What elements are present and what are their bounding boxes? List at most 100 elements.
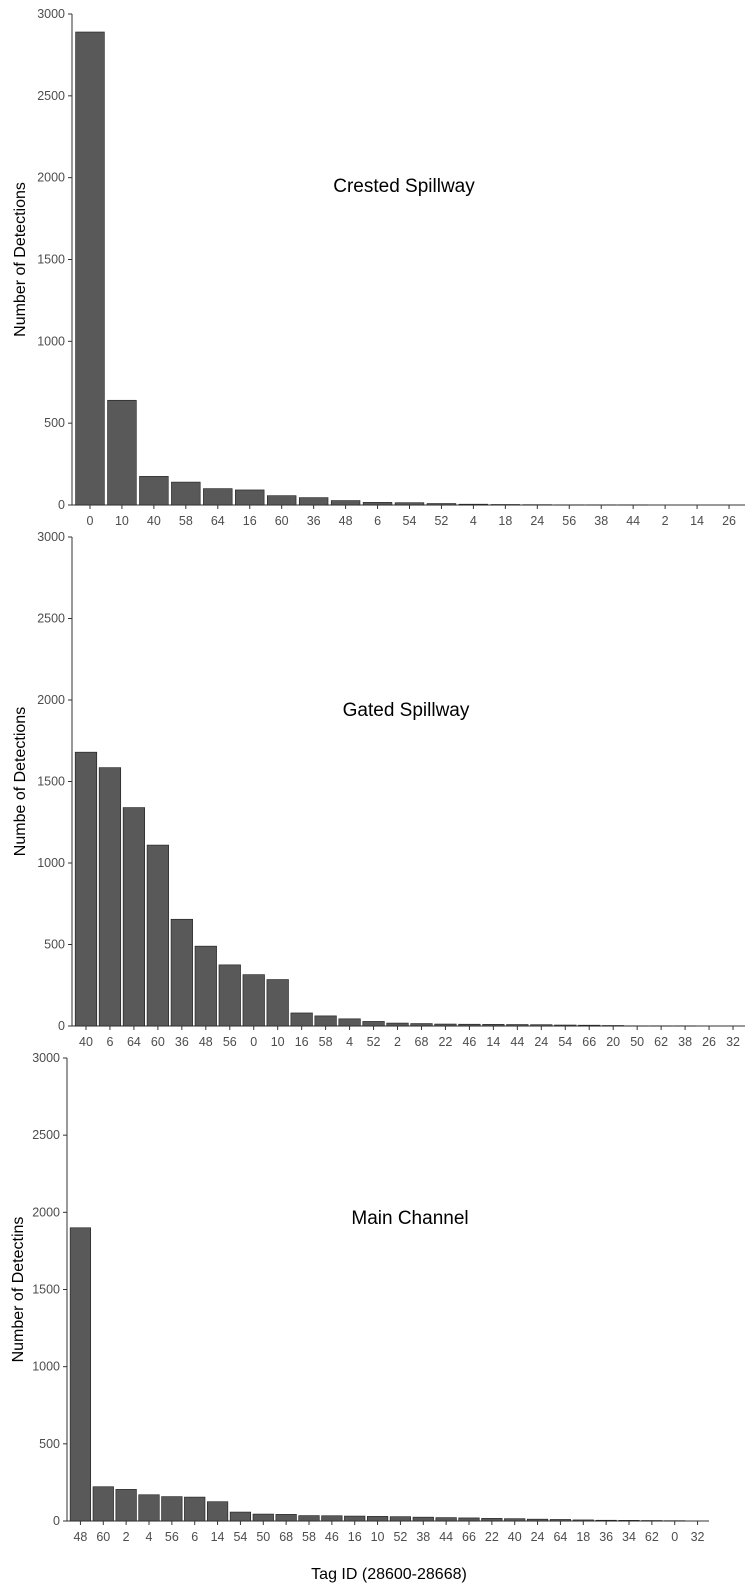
bar xyxy=(389,1516,412,1522)
bar xyxy=(184,1496,206,1522)
y-tick-label: 0 xyxy=(53,1514,60,1528)
x-tick-label: 34 xyxy=(622,1530,636,1544)
y-tick-label: 500 xyxy=(44,416,65,430)
y-tick-label: 2000 xyxy=(37,693,65,707)
x-tick-label: 24 xyxy=(534,1035,548,1049)
x-tick-label: 54 xyxy=(558,1035,572,1049)
x-tick-label: 0 xyxy=(671,1530,678,1544)
x-axis-title: Tag ID (28600-28668) xyxy=(311,1566,467,1583)
y-axis-title: Numbe of Detections xyxy=(12,707,29,856)
y-tick-label: 1500 xyxy=(37,775,65,789)
bar xyxy=(481,1518,503,1522)
bar xyxy=(458,1517,480,1522)
x-tick-label: 16 xyxy=(295,1035,309,1049)
x-tick-label: 2 xyxy=(662,514,669,528)
x-tick-label: 48 xyxy=(339,514,353,528)
x-tick-label: 22 xyxy=(485,1530,499,1544)
bar xyxy=(98,767,122,1027)
y-tick-label: 3000 xyxy=(32,1051,60,1065)
x-tick-label: 36 xyxy=(307,514,321,528)
bar xyxy=(252,1513,274,1522)
x-tick-label: 44 xyxy=(439,1530,453,1544)
x-tick-label: 50 xyxy=(256,1530,270,1544)
x-tick-label: 46 xyxy=(462,1035,476,1049)
x-tick-label: 32 xyxy=(691,1530,705,1544)
x-tick-label: 22 xyxy=(438,1035,452,1049)
y-tick-label: 2500 xyxy=(37,612,65,626)
x-tick-label: 64 xyxy=(553,1530,567,1544)
x-tick-label: 2 xyxy=(123,1530,130,1544)
bar xyxy=(275,1514,297,1522)
x-tick-label: 46 xyxy=(325,1530,339,1544)
x-tick-label: 0 xyxy=(86,514,93,528)
bar xyxy=(394,502,425,506)
bar xyxy=(194,945,217,1027)
x-tick-label: 36 xyxy=(599,1530,613,1544)
bar xyxy=(572,1519,594,1522)
x-tick-label: 68 xyxy=(279,1530,293,1544)
bar xyxy=(218,964,241,1027)
x-tick-label: 38 xyxy=(678,1035,692,1049)
x-tick-label: 58 xyxy=(179,514,193,528)
x-tick-label: 4 xyxy=(146,1530,153,1544)
x-tick-label: 64 xyxy=(127,1035,141,1049)
bar xyxy=(75,31,105,506)
bar xyxy=(314,1015,337,1027)
x-tick-label: 62 xyxy=(645,1530,659,1544)
bar xyxy=(290,1012,313,1027)
bar xyxy=(139,476,169,506)
x-tick-label: 40 xyxy=(147,514,161,528)
y-tick-label: 500 xyxy=(39,1437,60,1451)
y-axis-title: Number of Detections xyxy=(12,182,29,337)
bar xyxy=(410,1023,433,1027)
bar xyxy=(298,1515,320,1522)
x-tick-label: 26 xyxy=(722,514,736,528)
x-tick-label: 64 xyxy=(211,514,225,528)
x-tick-label: 52 xyxy=(367,1035,381,1049)
bar xyxy=(549,1519,572,1522)
x-tick-label: 60 xyxy=(151,1035,165,1049)
bar xyxy=(618,1520,640,1522)
y-tick-label: 2000 xyxy=(32,1205,60,1219)
x-tick-label: 14 xyxy=(690,514,704,528)
x-tick-label: 24 xyxy=(530,514,544,528)
bar xyxy=(170,918,193,1027)
bar xyxy=(69,1227,92,1522)
bar xyxy=(115,1489,137,1522)
bar xyxy=(92,1486,114,1522)
bar xyxy=(242,974,265,1027)
bar xyxy=(366,1516,389,1522)
x-tick-label: 18 xyxy=(498,514,512,528)
x-tick-label: 4 xyxy=(346,1035,353,1049)
bar xyxy=(171,481,201,506)
x-tick-label: 6 xyxy=(191,1530,198,1544)
bar xyxy=(412,1516,434,1522)
x-tick-label: 56 xyxy=(562,514,576,528)
bar xyxy=(554,1024,577,1027)
y-tick-label: 2500 xyxy=(37,89,65,103)
x-tick-label: 24 xyxy=(531,1530,545,1544)
bar xyxy=(526,1518,549,1522)
y-tick-label: 500 xyxy=(44,938,65,952)
x-tick-label: 48 xyxy=(73,1530,87,1544)
bar xyxy=(138,1494,160,1522)
bar xyxy=(266,979,289,1027)
x-tick-label: 52 xyxy=(393,1530,407,1544)
x-tick-label: 38 xyxy=(594,514,608,528)
x-tick-label: 10 xyxy=(371,1530,385,1544)
bar xyxy=(458,503,489,506)
x-tick-label: 56 xyxy=(223,1035,237,1049)
x-tick-label: 44 xyxy=(626,514,640,528)
bar xyxy=(458,1023,481,1027)
x-tick-label: 14 xyxy=(486,1035,500,1049)
x-tick-label: 44 xyxy=(510,1035,524,1049)
bar xyxy=(435,1517,457,1522)
x-tick-label: 60 xyxy=(96,1530,110,1544)
bar xyxy=(426,503,457,506)
x-tick-label: 66 xyxy=(462,1530,476,1544)
bar xyxy=(298,497,329,506)
y-tick-label: 1000 xyxy=(37,856,65,870)
y-tick-label: 1500 xyxy=(37,253,65,267)
